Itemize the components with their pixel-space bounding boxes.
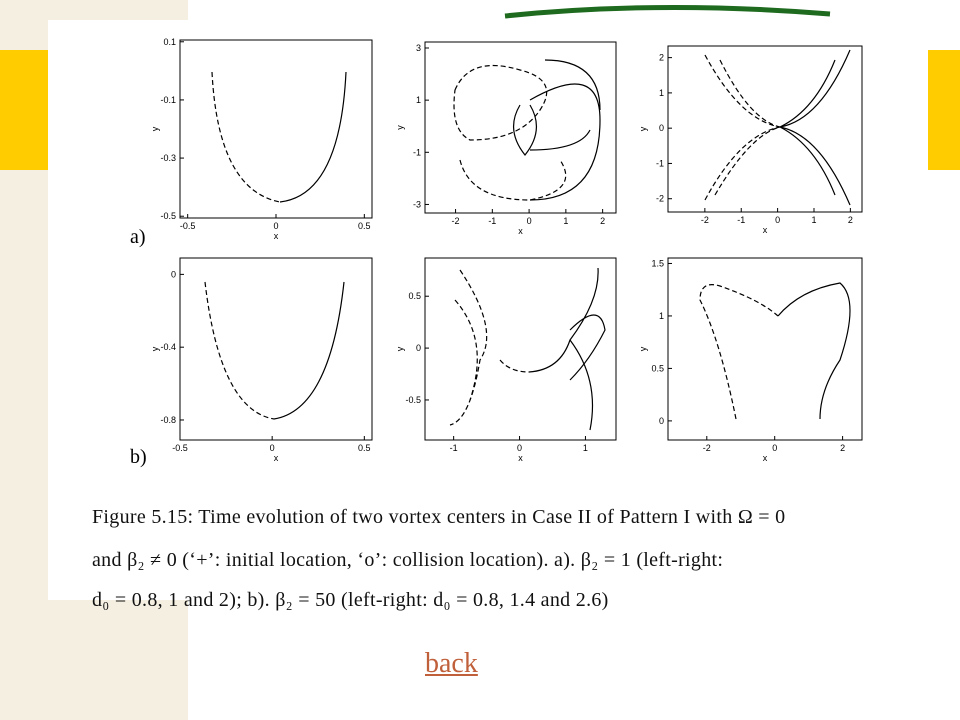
x-tick-label: 0.5 xyxy=(358,221,371,231)
x-tick-label: -1 xyxy=(737,215,745,225)
x-axis-label: x xyxy=(763,453,768,463)
y-axis-label: y xyxy=(638,346,648,351)
x-tick-label: 0 xyxy=(775,215,780,225)
x-tick-label: -2 xyxy=(703,443,711,453)
y-tick-label: -2 xyxy=(656,194,664,204)
plot-frame xyxy=(667,257,863,441)
plot-frame xyxy=(179,257,373,441)
plot-frame xyxy=(179,39,373,219)
decor-strip xyxy=(48,600,188,720)
y-tick-label: 1 xyxy=(659,88,664,98)
y-tick-label: 1 xyxy=(659,311,664,321)
x-tick-label: 0.5 xyxy=(358,443,371,453)
y-tick-label: 1.5 xyxy=(651,258,664,268)
y-axis-label: y xyxy=(638,126,648,131)
x-axis-label: x xyxy=(518,226,523,236)
decor-block xyxy=(0,50,48,170)
y-axis-label: y xyxy=(150,126,160,131)
x-tick-label: -1 xyxy=(488,216,496,226)
plot-frame xyxy=(424,41,617,214)
x-tick-label: 1 xyxy=(583,443,588,453)
caption-line: d₀ = 0.8, 1 and 2); b). β₂ = 50 (left-ri… xyxy=(92,589,609,611)
x-tick-label: 0 xyxy=(273,221,278,231)
x-tick-label: -0.5 xyxy=(180,221,196,231)
decor-arc xyxy=(504,4,831,19)
y-tick-label: 0 xyxy=(659,416,664,426)
y-axis-label: y xyxy=(395,125,405,130)
y-axis-label: y xyxy=(395,346,405,351)
x-tick-label: -2 xyxy=(452,216,460,226)
x-tick-label: -0.5 xyxy=(172,443,188,453)
x-axis-label: x xyxy=(763,225,768,235)
y-tick-label: 0.1 xyxy=(163,37,176,47)
x-tick-label: 2 xyxy=(600,216,605,226)
decor-strip xyxy=(48,0,188,20)
y-tick-label: -1 xyxy=(656,158,664,168)
y-tick-label: 1 xyxy=(416,95,421,105)
y-tick-label: 3 xyxy=(416,43,421,53)
x-tick-label: 0 xyxy=(527,216,532,226)
y-tick-label: -0.4 xyxy=(160,342,176,352)
y-tick-label: -0.5 xyxy=(160,211,176,221)
y-tick-label: -1 xyxy=(413,147,421,157)
y-tick-label: -0.8 xyxy=(160,415,176,425)
x-tick-label: 2 xyxy=(848,215,853,225)
x-axis-label: x xyxy=(518,453,523,463)
x-tick-label: 1 xyxy=(811,215,816,225)
row-label: b) xyxy=(130,446,147,468)
y-tick-label: 0 xyxy=(171,269,176,279)
curves xyxy=(204,49,851,431)
x-tick-label: 2 xyxy=(840,443,845,453)
x-tick-label: 0 xyxy=(772,443,777,453)
y-tick-label: 0 xyxy=(416,343,421,353)
decor-block xyxy=(928,50,960,170)
y-tick-label: -0.3 xyxy=(160,153,176,163)
x-tick-label: -1 xyxy=(450,443,458,453)
x-axis-label: x xyxy=(274,453,279,463)
y-axis-label: y xyxy=(150,346,160,351)
y-tick-label: 0.5 xyxy=(651,363,664,373)
back-link[interactable]: back xyxy=(425,648,478,679)
y-tick-label: -0.1 xyxy=(160,95,176,105)
plot-frame xyxy=(424,257,617,441)
x-tick-label: 0 xyxy=(270,443,275,453)
caption-line: Figure 5.15: Time evolution of two vorte… xyxy=(92,506,786,528)
y-tick-label: 2 xyxy=(659,53,664,63)
x-tick-label: -2 xyxy=(701,215,709,225)
caption-line: and β₂ ≠ 0 (‘+’: initial location, ‘o’: … xyxy=(92,549,724,571)
plot-frame xyxy=(667,45,863,213)
y-tick-label: 0.5 xyxy=(408,291,421,301)
y-tick-label: 0 xyxy=(659,123,664,133)
y-tick-label: -0.5 xyxy=(405,395,421,405)
x-axis-label: x xyxy=(274,231,279,241)
x-tick-label: 0 xyxy=(517,443,522,453)
y-tick-label: -3 xyxy=(413,199,421,209)
x-tick-label: 1 xyxy=(563,216,568,226)
row-label: a) xyxy=(130,226,146,248)
